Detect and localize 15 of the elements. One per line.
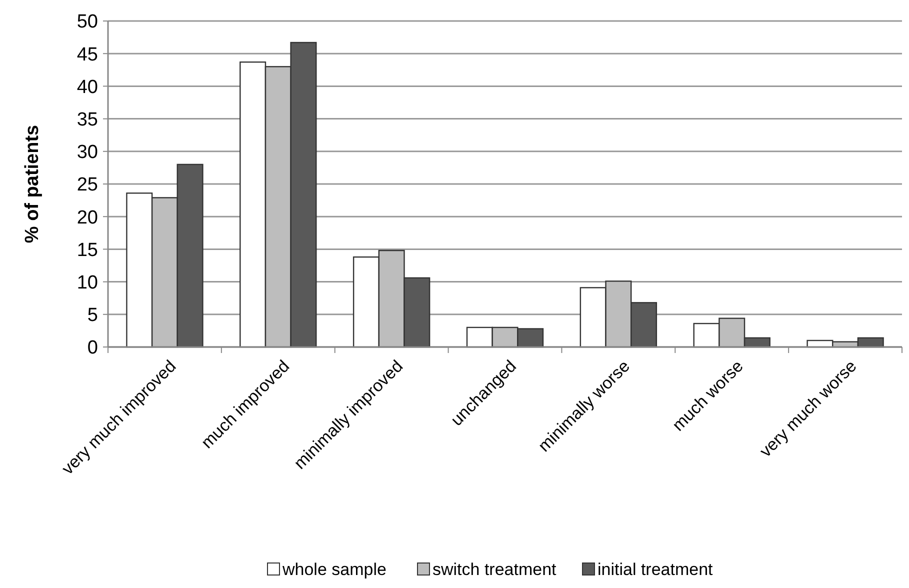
y-tick-label: 45 (76, 44, 98, 66)
y-tick-label: 5 (87, 305, 98, 326)
y-tick-label: 25 (76, 174, 98, 196)
legend-label: whole sample (282, 560, 386, 579)
y-tick-label: 30 (76, 142, 98, 164)
legend-label: initial treatment (598, 560, 714, 579)
legend-label: switch treatment (432, 560, 557, 579)
y-axis-title: % of patients (22, 124, 43, 244)
y-tick-label: 40 (76, 76, 98, 98)
y-tick-label: 0 (87, 338, 98, 359)
y-tick-label: 15 (76, 240, 98, 261)
y-tick-label: 35 (76, 109, 98, 130)
y-tick-label: 50 (76, 12, 98, 33)
y-tick-label: 20 (76, 207, 98, 228)
y-tick-label: 10 (76, 272, 98, 294)
